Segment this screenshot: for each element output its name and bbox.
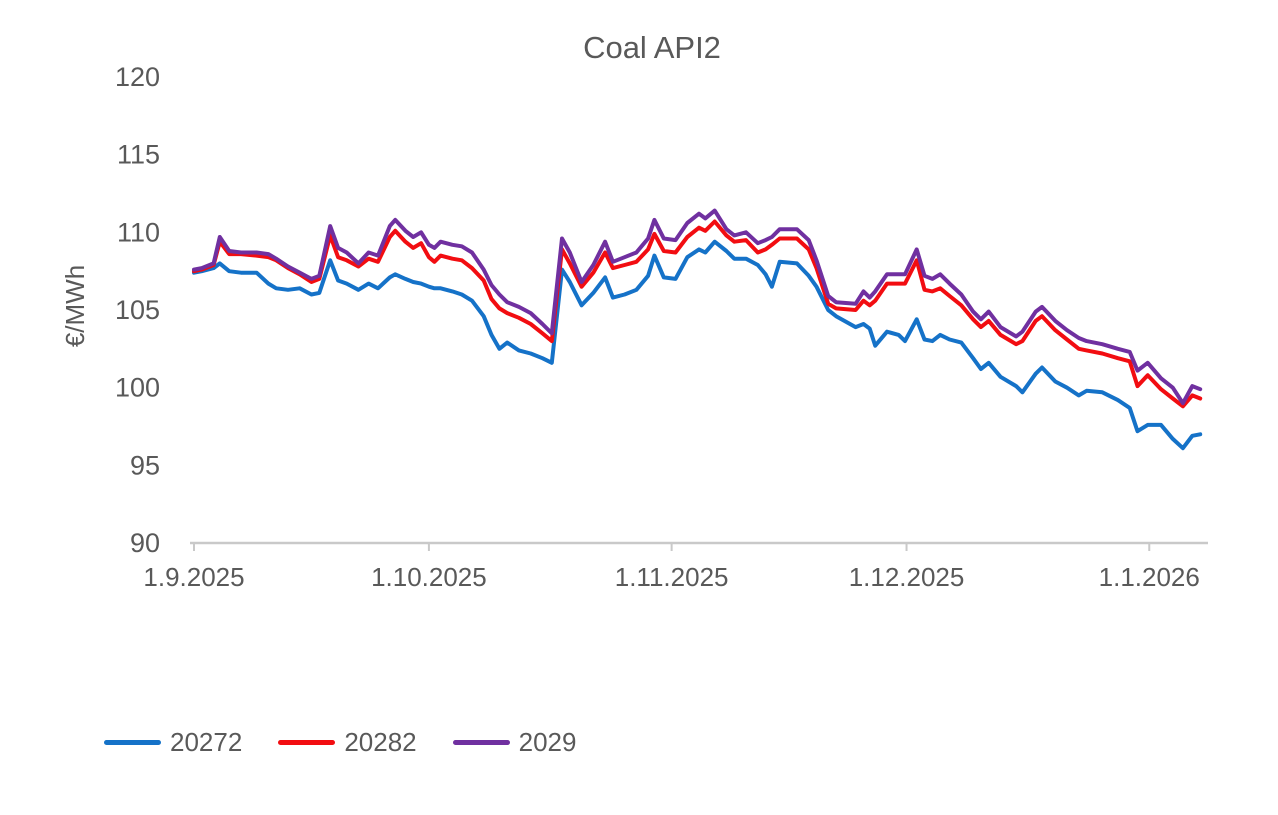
series-line-2029 — [192, 208, 1203, 406]
x-axis-tick-labels: 1.9.2025 1.10.2025 1.11.2025 1.12.2025 1.1.2… — [143, 562, 1199, 592]
y-tick-label: 120 — [115, 62, 160, 92]
legend-swatch-20272 — [104, 739, 161, 745]
chart-legend: 20272 20282 2029 — [104, 729, 576, 755]
x-tick-label: 1.9.2025 — [143, 562, 244, 592]
y-tick-label: 95 — [130, 450, 160, 480]
legend-swatch-2029 — [452, 739, 510, 745]
y-tick-label: 100 — [115, 373, 160, 403]
series-line-20272 — [192, 239, 1203, 451]
legend-item-20272: 20272 — [104, 729, 242, 755]
chart-title: Coal API2 — [583, 30, 721, 65]
x-tick-label: 1.1.2026 — [1099, 562, 1200, 592]
y-axis-tick-labels: 120 115 110 105 100 95 90 — [115, 62, 160, 558]
x-tick-label: 1.10.2025 — [371, 562, 487, 592]
legend-swatch-20282 — [278, 739, 336, 745]
y-tick-label: 90 — [130, 528, 160, 558]
x-tick-label: 1.11.2025 — [615, 562, 729, 592]
legend-label: 2029 — [518, 727, 577, 757]
y-tick-label: 115 — [117, 140, 160, 170]
y-tick-label: 110 — [117, 217, 160, 247]
legend-item-2029: 2029 — [452, 727, 577, 757]
x-tick-label: 1.12.2025 — [849, 562, 965, 592]
legend-label: 20282 — [344, 727, 417, 757]
x-axis-tick-marks — [193, 543, 1151, 551]
legend-item-20282: 20282 — [278, 727, 417, 757]
series-line-20282 — [192, 219, 1203, 409]
series-lines — [192, 208, 1203, 451]
y-axis-title: €/MWh — [60, 265, 90, 347]
legend-label: 20272 — [170, 727, 243, 757]
y-tick-label: 105 — [115, 295, 160, 325]
